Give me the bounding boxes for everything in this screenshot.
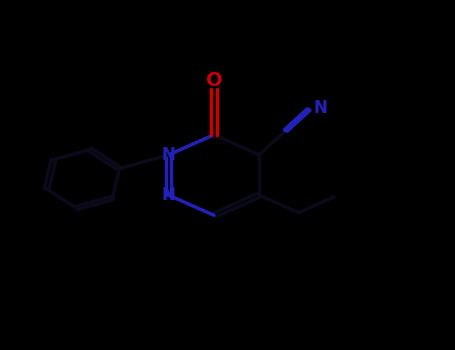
Text: N: N: [313, 99, 327, 117]
Text: O: O: [206, 71, 222, 90]
Text: N: N: [162, 186, 176, 204]
Text: N: N: [162, 146, 176, 164]
